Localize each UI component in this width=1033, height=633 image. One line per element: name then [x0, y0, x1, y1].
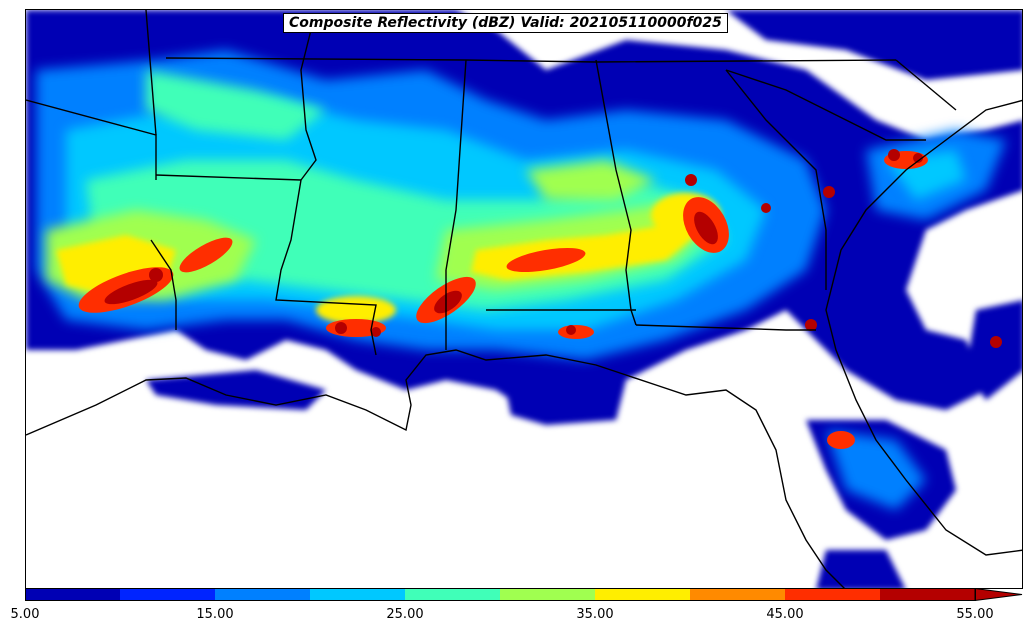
colorbar-bin: [785, 588, 880, 601]
reflectivity-layer-extreme: [104, 149, 1002, 348]
colorbar-tick-label: 25.00: [386, 607, 424, 622]
state-border-la-ms: [275, 179, 377, 356]
colorbar-bin: [120, 588, 215, 601]
colorbar-extend-arrow: [974, 588, 1023, 601]
coastline: [26, 349, 845, 588]
state-border-sc-ga: [725, 69, 827, 290]
colorbar-bins: [25, 588, 975, 601]
colorbar-outline: [25, 588, 976, 601]
state-border-ar-la: [155, 174, 302, 181]
state-border-al-ga: [595, 59, 637, 326]
geographic-borders: [26, 10, 1022, 588]
colorbar: [25, 588, 1023, 601]
state-border-ms-al: [445, 59, 467, 350]
colorbar-tick-label: 15.00: [196, 607, 234, 622]
state-border-tx-la: [150, 239, 177, 330]
state-border-fl-ga: [635, 324, 816, 331]
state-border-tn: [165, 57, 897, 63]
reflectivity-map: [25, 9, 1023, 589]
colorbar-bin: [25, 588, 120, 601]
state-border-ar: [145, 10, 157, 136]
state-border-nc-va: [895, 59, 957, 111]
colorbar-bin: [595, 588, 690, 601]
colorbar-bin: [405, 588, 500, 601]
colorbar-tick-label: 35.00: [576, 607, 614, 622]
map-title: Composite Reflectivity (dBZ) Valid: 2021…: [283, 13, 728, 33]
colorbar-bin: [690, 588, 785, 601]
map-canvas: [26, 10, 1022, 588]
colorbar-tick-label: 55.00: [956, 607, 994, 622]
state-border-nc-sc: [725, 69, 926, 141]
colorbar-tick-label: 45.00: [766, 607, 804, 622]
colorbar-bin: [310, 588, 405, 601]
colorbar-bin: [880, 588, 975, 601]
colorbar-tick-label: 5.00: [10, 607, 40, 622]
reflectivity-field: [26, 10, 1022, 588]
colorbar-bin: [500, 588, 595, 601]
atlantic-coastline: [825, 99, 1022, 556]
colorbar-bin: [215, 588, 310, 601]
state-border-ms-river: [300, 29, 317, 181]
